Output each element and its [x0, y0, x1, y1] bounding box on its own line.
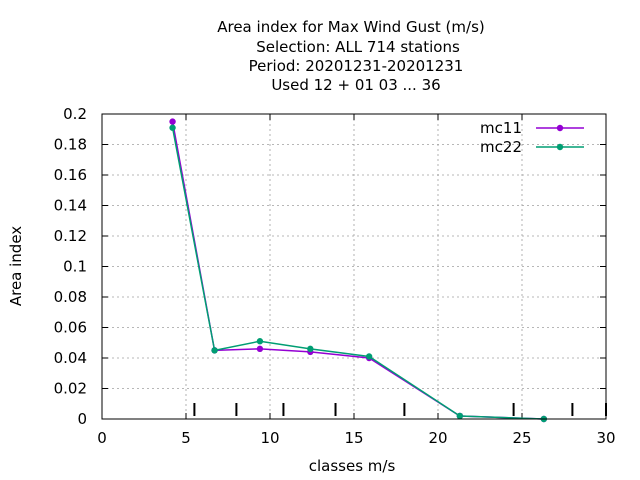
- y-tick-label: 0: [77, 410, 87, 428]
- data-point: [256, 338, 264, 345]
- y-tick-label: 0.12: [54, 227, 87, 245]
- x-tick-label: 10: [260, 429, 279, 447]
- y-tick-label: 0.1: [63, 258, 87, 276]
- series-line: [171, 127, 544, 420]
- series-mc22: [169, 124, 548, 423]
- x-tick-label: 30: [596, 429, 615, 447]
- y-tick-label: 0.14: [54, 197, 87, 215]
- title-line-3: Period: 20201231-20201231: [249, 57, 464, 75]
- legend-marker: [556, 124, 564, 132]
- x-tick-label: 15: [344, 429, 363, 447]
- series-group: [169, 118, 548, 423]
- y-tick-label: 0.02: [54, 380, 87, 398]
- y-tick-label: 0.04: [54, 349, 87, 367]
- class-boundary-markers: [193, 403, 607, 416]
- y-tick-label: 0.2: [63, 105, 87, 123]
- data-point: [256, 345, 264, 353]
- title-line-4: Used 12 + 01 03 ... 36: [271, 76, 440, 94]
- y-tick-label: 0.18: [54, 136, 87, 154]
- x-tick-label: 20: [428, 429, 447, 447]
- legend-label: mc11: [480, 119, 522, 137]
- plot-frame: [101, 113, 607, 420]
- title-line-1: Area index for Max Wind Gust (m/s): [217, 18, 485, 36]
- y-tick-label: 0.16: [54, 166, 87, 184]
- x-axis: 0 5 10 15 20 25 30: [97, 114, 616, 447]
- x-tick-label: 5: [181, 429, 191, 447]
- data-point: [456, 412, 464, 420]
- series-line: [171, 121, 544, 420]
- data-point: [211, 347, 218, 354]
- data-point: [307, 345, 314, 353]
- chart-title: Area index for Max Wind Gust (m/s) Selec…: [217, 18, 485, 94]
- title-line-2: Selection: ALL 714 stations: [256, 38, 460, 56]
- data-point: [169, 118, 176, 125]
- data-point: [169, 124, 176, 131]
- legend-label: mc22: [480, 138, 522, 156]
- x-tick-label: 0: [97, 429, 107, 447]
- x-tick-label: 25: [512, 429, 531, 447]
- grid: [102, 114, 606, 419]
- y-axis-label: Area index: [7, 226, 25, 306]
- series-mc11: [169, 118, 548, 423]
- data-point: [365, 353, 373, 360]
- y-tick-label: 0.06: [54, 319, 87, 337]
- x-axis-label: classes m/s: [309, 457, 396, 475]
- legend-marker: [556, 143, 564, 151]
- y-tick-label: 0.08: [54, 288, 87, 306]
